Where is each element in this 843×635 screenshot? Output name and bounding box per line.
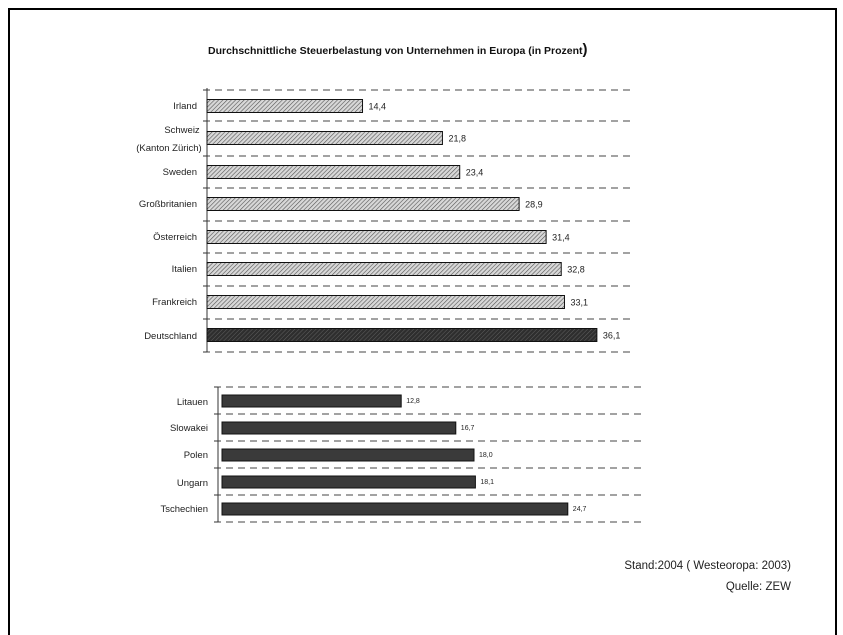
bar-irland	[206, 99, 364, 113]
chart-frame	[8, 8, 837, 635]
value-label-irland: 14,4	[369, 102, 387, 112]
value-label-italien: 32,8	[567, 265, 585, 275]
category-label-polen: Polen	[184, 450, 208, 461]
bar-ungarn	[221, 475, 476, 489]
category-label-ungarn: Ungarn	[177, 478, 208, 489]
value-label-grossbritanien: 28,9	[525, 200, 543, 210]
bar-frankreich	[206, 295, 565, 309]
category-label-slowakei: Slowakei	[170, 423, 208, 434]
bar-italien	[206, 262, 562, 276]
category-label-grossbritanien: Großbritanien	[139, 199, 197, 210]
value-label-polen: 18,0	[479, 452, 493, 459]
bottom-gridlines	[214, 386, 645, 523]
category-label-frankreich: Frankreich	[152, 297, 197, 308]
value-label-osterreich: 31,4	[552, 233, 570, 243]
bar-tschechien	[221, 502, 569, 516]
category-label-oesterreich: Österreich	[153, 232, 197, 243]
bar-schweiz-kanton-zurich	[206, 131, 443, 145]
category-label-tschechien: Tschechien	[160, 504, 208, 515]
top-bars: 14,4 21,8 23,4 28,9 31,4 32,8 33,1 36,1	[206, 99, 621, 342]
bar-slowakei	[221, 421, 457, 435]
category-label-litauen: Litauen	[177, 397, 208, 408]
value-label-sweden: 23,4	[466, 168, 484, 178]
value-label-ungarn: 18,1	[480, 479, 494, 486]
value-label-frankreich: 33,1	[570, 298, 588, 308]
bar-osterreich	[206, 230, 547, 244]
source-note: Quelle: ZEW	[726, 581, 791, 593]
chart-title: Durchschnittliche Steuerbelastung von Un…	[208, 41, 588, 58]
category-label-deutschland: Deutschland	[144, 331, 197, 342]
stand-note: Stand:2004 ( Westeoropa: 2003)	[624, 560, 791, 572]
value-label-litauen: 12,8	[406, 398, 420, 405]
category-label-sweden: Sweden	[163, 167, 197, 178]
bar-deutschland	[206, 328, 598, 342]
bottom-bars: 12,8 16,7 18,0 18,1 24,7	[221, 394, 587, 516]
value-label-deutschland: 36,1	[603, 331, 621, 341]
bar-grossbritanien	[206, 197, 520, 211]
bar-litauen	[221, 394, 402, 408]
value-label-schweiz-kanton-zurich: 21,8	[448, 134, 466, 144]
value-label-slowakei: 16,7	[461, 425, 475, 432]
bar-sweden	[206, 165, 461, 179]
bar-polen	[221, 448, 475, 462]
category-label-schweiz: Schweiz	[164, 125, 200, 136]
top-gridlines	[203, 89, 632, 353]
value-label-tschechien: 24,7	[573, 506, 587, 513]
category-label-italien: Italien	[172, 264, 197, 275]
category-label-schweiz-sub: (Kanton Zürich)	[136, 143, 201, 154]
category-label-irland: Irland	[173, 101, 197, 112]
